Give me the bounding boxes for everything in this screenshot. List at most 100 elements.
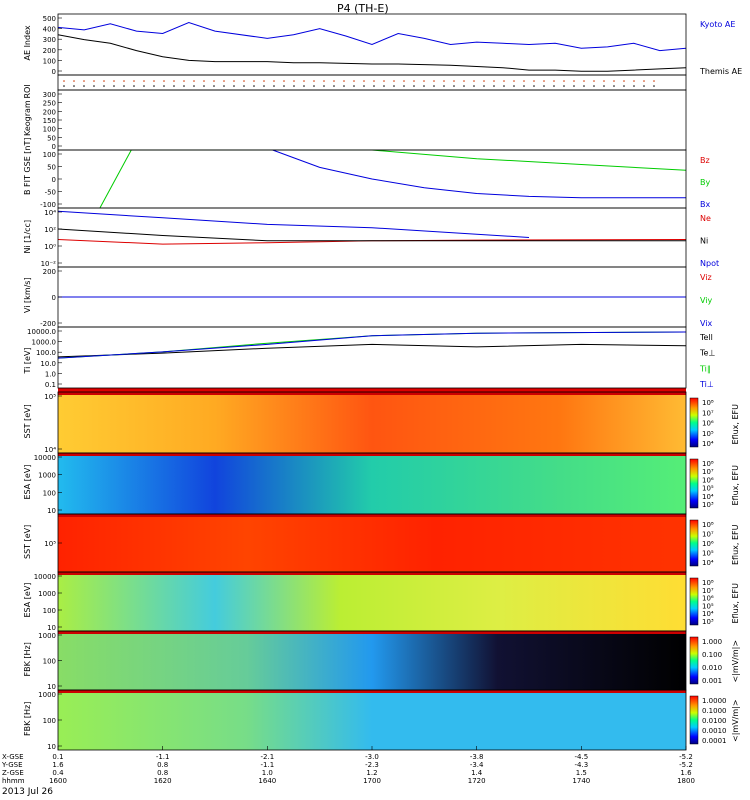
roi-dot [313,80,315,82]
y-tick-label: 300 [43,91,56,99]
y-tick-label: 200 [43,268,56,276]
roi-dot [343,80,345,82]
roi-dot [323,80,325,82]
panel-ylabel: Ni [1/cc] [23,220,32,254]
time-axis-value: -2.3 [365,761,379,769]
colorbar-tick-label: 1.0000 [702,697,727,705]
colorbar-tick-label: 10⁶ [702,420,714,428]
time-axis-value: -4.5 [574,753,588,761]
colorbar-label: <|mV/m|> [731,699,740,742]
roi-dot [653,80,655,82]
roi-dot [163,80,165,82]
y-tick-label: 300 [43,36,56,44]
series-Ni [57,228,686,242]
roi-dot [233,80,235,82]
y-tick-label: 100 [43,151,56,159]
time-axis-value: 1600 [49,777,67,785]
y-tick-label: 10⁻² [41,260,57,268]
time-axis-value: 1.6 [52,761,64,769]
y-tick-label: 0 [52,294,56,302]
roi-dot [503,85,505,87]
spectrogram-9 [58,514,686,572]
roi-dot [443,85,445,87]
spectrogram-10 [58,572,686,631]
colorbar-tick-label: 10⁸ [702,579,714,587]
roi-dot [313,85,315,87]
series-By [99,149,687,209]
roi-dot [383,85,385,87]
y-tick-label: 10 [47,683,56,691]
roi-dot [273,80,275,82]
roi-dot [153,80,155,82]
panel-ylabel: ESA [eV] [23,583,32,618]
spectrogram-edge-11 [58,631,686,634]
time-axis-row-label: Z-GSE [2,769,24,777]
time-axis-value: 1.0 [262,769,273,777]
y-tick-label: -50 [45,189,56,197]
roi-dot [513,85,515,87]
roi-dot [533,85,535,87]
roi-dot [473,80,475,82]
y-tick-label: 10 [47,743,56,751]
panel-ylabel: Ti [eV] [23,347,32,374]
colorbar-tick-label: 10⁷ [702,468,714,476]
roi-dot [63,80,65,82]
y-tick-label: 1000 [38,691,56,699]
colorbar-tick-label: 10⁵ [702,602,714,610]
roi-dot [603,80,605,82]
colorbar-label: Eflux, EFU [731,524,740,565]
flag-band [58,388,686,392]
roi-dot [463,80,465,82]
roi-dot [133,80,135,82]
colorbar-label: Eflux, EFU [731,465,740,506]
roi-dot [273,85,275,87]
roi-dot [83,85,85,87]
time-axis-value: -5.2 [679,761,693,769]
roi-dot [633,85,635,87]
time-axis-value: 1.6 [680,769,692,777]
roi-dot [303,80,305,82]
colorbar-tick-label: 10⁵ [702,550,714,558]
roi-dot [633,80,635,82]
roi-dot [183,80,185,82]
y-tick-label: 10000 [34,573,56,581]
y-tick-label: 100 [43,717,56,725]
roi-dot [623,85,625,87]
roi-dot [203,85,205,87]
roi-dot [143,85,145,87]
roi-dot [123,80,125,82]
legend-label: Tell [699,333,713,342]
roi-dot [483,80,485,82]
roi-dot [73,80,75,82]
legend-label: Ti∥ [699,364,711,373]
panel-ylabel: ESA [eV] [23,465,32,500]
roi-dot [223,80,225,82]
colorbar-tick-label: 10⁴ [702,493,714,501]
roi-dot [293,85,295,87]
panel-ylabel: FBK [Hz] [23,702,32,736]
colorbar-tick-label: 10⁴ [702,440,714,448]
legend-label: Te⊥ [699,349,715,358]
y-tick-label: 100 [43,126,56,134]
colorbar-tick-label: 10⁵ [702,485,714,493]
y-tick-label: 10⁴ [44,209,56,217]
colorbar-11 [689,636,699,685]
y-tick-label: 50 [47,134,56,142]
colorbar-tick-label: 0.0001 [702,737,727,745]
roi-dot [333,80,335,82]
y-tick-label: 10000.0 [27,328,56,336]
roi-dot [593,80,595,82]
spectrogram-11 [58,631,686,690]
roi-dot [593,85,595,87]
spectrogram-edge-9 [58,514,686,517]
roi-dot [173,80,175,82]
y-tick-label: 50 [47,164,56,172]
roi-dot [493,80,495,82]
time-axis-value: 1700 [363,777,381,785]
roi-dot [143,80,145,82]
roi-dot [613,85,615,87]
roi-dot [493,85,495,87]
panel-ylabel: ROI [23,84,32,98]
colorbar-10 [689,577,699,626]
colorbar-tick-label: 10³ [702,501,714,509]
